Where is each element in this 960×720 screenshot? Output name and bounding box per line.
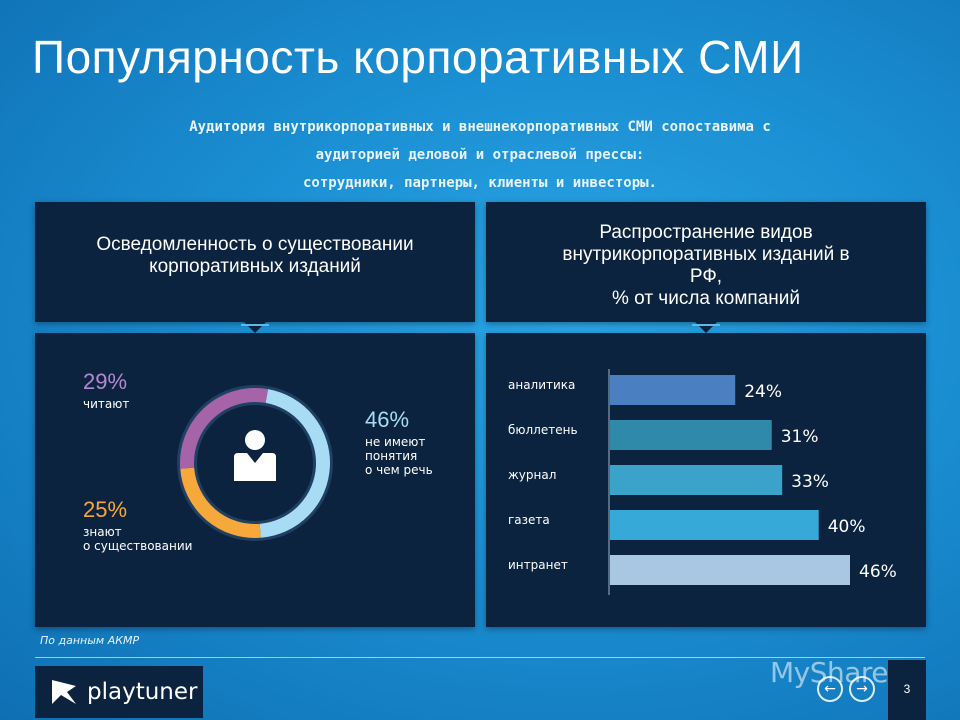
subtitle-line-2: аудиторией деловой и отраслевой прессы: (315, 147, 645, 163)
bar-category-label: интранет (508, 558, 568, 572)
distribution-header-panel: Распространение видов внутрикорпоративны… (486, 202, 926, 333)
distribution-header-line-4: % от числа компаний (612, 288, 800, 309)
stat-none-label-3: о чем речь (365, 463, 433, 477)
awareness-notch-line (241, 324, 269, 326)
bar-интранет (610, 555, 850, 585)
stat-know-label-1: знают (83, 525, 122, 539)
donut-slice-0 (259, 389, 330, 538)
awareness-header-line-1: Осведомленность о существовании (96, 234, 414, 255)
distribution-header-line-2: внутрикорпоративных изданий в (562, 244, 850, 265)
stat-none: 46% не имеют понятия о чем речь (365, 407, 433, 477)
bar-аналитика (610, 375, 736, 405)
logo-text: playtuner (87, 679, 198, 705)
person-icon (234, 430, 276, 481)
distribution-notch (695, 322, 717, 333)
footer-divider (35, 657, 925, 658)
page-number: 3 (903, 682, 911, 696)
logo-mark-icon (52, 680, 76, 704)
stat-none-label-1: не имеют (365, 435, 426, 449)
page-title: Популярность корпоративных СМИ (32, 31, 804, 83)
stat-know: 25% знают о существовании (83, 497, 192, 553)
distribution-bar-chart: аналитика 24% бюллетень 31% журнал 33% газета 4… (508, 369, 897, 595)
bar-category-label: журнал (508, 468, 556, 482)
distribution-body-panel: аналитика 24% бюллетень 31% журнал 33% газета 4… (486, 333, 926, 627)
distribution-notch-line (692, 324, 720, 326)
bar-category-label: аналитика (508, 378, 575, 392)
subtitle-line-3: сотрудники, партнеры, клиенты и инвестор… (302, 175, 657, 191)
subtitle: Аудитория внутрикорпоративных и внешнеко… (40, 113, 920, 197)
bar-газета (610, 510, 819, 540)
awareness-header-line-2: корпоративных изданий (149, 256, 361, 277)
stat-none-pct: 46% (365, 407, 410, 432)
awareness-header-panel: Осведомленность о существовании корпорат… (35, 202, 475, 333)
bar-value-label: 33% (791, 472, 829, 492)
distribution-header: Распространение видов внутрикорпоративны… (486, 222, 926, 310)
page-number-box: 3 (888, 660, 926, 720)
bar-бюллетень (610, 420, 772, 450)
stat-know-label-2: о существовании (83, 539, 193, 553)
stat-none-label-2: понятия (365, 449, 418, 463)
bar-value-label: 40% (828, 517, 866, 537)
awareness-notch (244, 322, 266, 333)
bar-value-label: 31% (781, 427, 819, 447)
source-note: По данным АКМР (40, 634, 140, 647)
playtuner-logo: playtuner (35, 666, 203, 718)
awareness-header: Осведомленность о существовании корпорат… (35, 234, 475, 278)
awareness-body-panel: 29% читают 25% знают о существовании 46%… (35, 333, 475, 627)
stat-know-pct: 25% (83, 497, 128, 522)
donut-slice-1 (180, 467, 261, 538)
distribution-header-line-1: Распространение видов (599, 222, 813, 243)
donut-slice-2 (180, 388, 269, 469)
arrow-left-icon[interactable]: ← (817, 676, 843, 702)
arrow-right-icon[interactable]: → (849, 676, 875, 702)
bar-category-label: газета (508, 513, 550, 527)
stat-read: 29% читают (83, 369, 129, 411)
stat-read-pct: 29% (83, 369, 128, 394)
subtitle-line-1: Аудитория внутрикорпоративных и внешнеко… (189, 119, 771, 135)
bar-value-label: 46% (859, 562, 897, 582)
distribution-header-line-3: РФ, (689, 266, 723, 287)
bar-value-label: 24% (744, 382, 782, 402)
stat-read-label: читают (83, 397, 130, 411)
awareness-donut-chart (177, 385, 333, 541)
bar-журнал (610, 465, 783, 495)
bar-category-label: бюллетень (508, 423, 578, 437)
